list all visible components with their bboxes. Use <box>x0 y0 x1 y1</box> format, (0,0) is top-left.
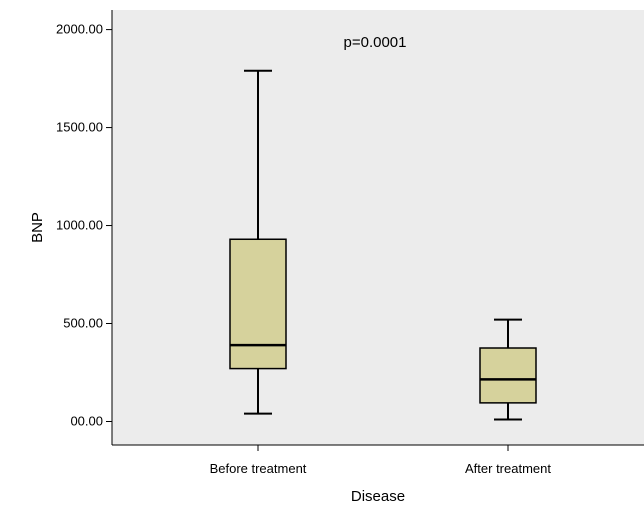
plot-area <box>112 10 644 445</box>
box-2 <box>479 318 537 421</box>
iqr-box <box>479 347 537 404</box>
y-axis-title: BNP <box>29 212 46 243</box>
iqr-box <box>229 238 287 370</box>
boxes <box>229 69 537 421</box>
y-tick-label: 500.00 <box>63 316 103 331</box>
y-tick-label: 1000.00 <box>56 218 103 233</box>
y-axis-ticks: 00.00 500.00 1000.00 1500.00 2000.00 <box>56 22 112 428</box>
x-axis-ticks: Before treatment After treatment <box>210 445 551 476</box>
y-tick-label: 2000.00 <box>56 22 103 37</box>
x-axis-title: Disease <box>351 488 405 505</box>
box-1 <box>229 69 287 415</box>
p-value-annotation: p=0.0001 <box>344 34 407 51</box>
y-tick-label: 1500.00 <box>56 120 103 135</box>
x-tick-label: After treatment <box>465 461 551 476</box>
y-tick-label: 00.00 <box>70 413 103 428</box>
x-tick-label: Before treatment <box>210 461 307 476</box>
